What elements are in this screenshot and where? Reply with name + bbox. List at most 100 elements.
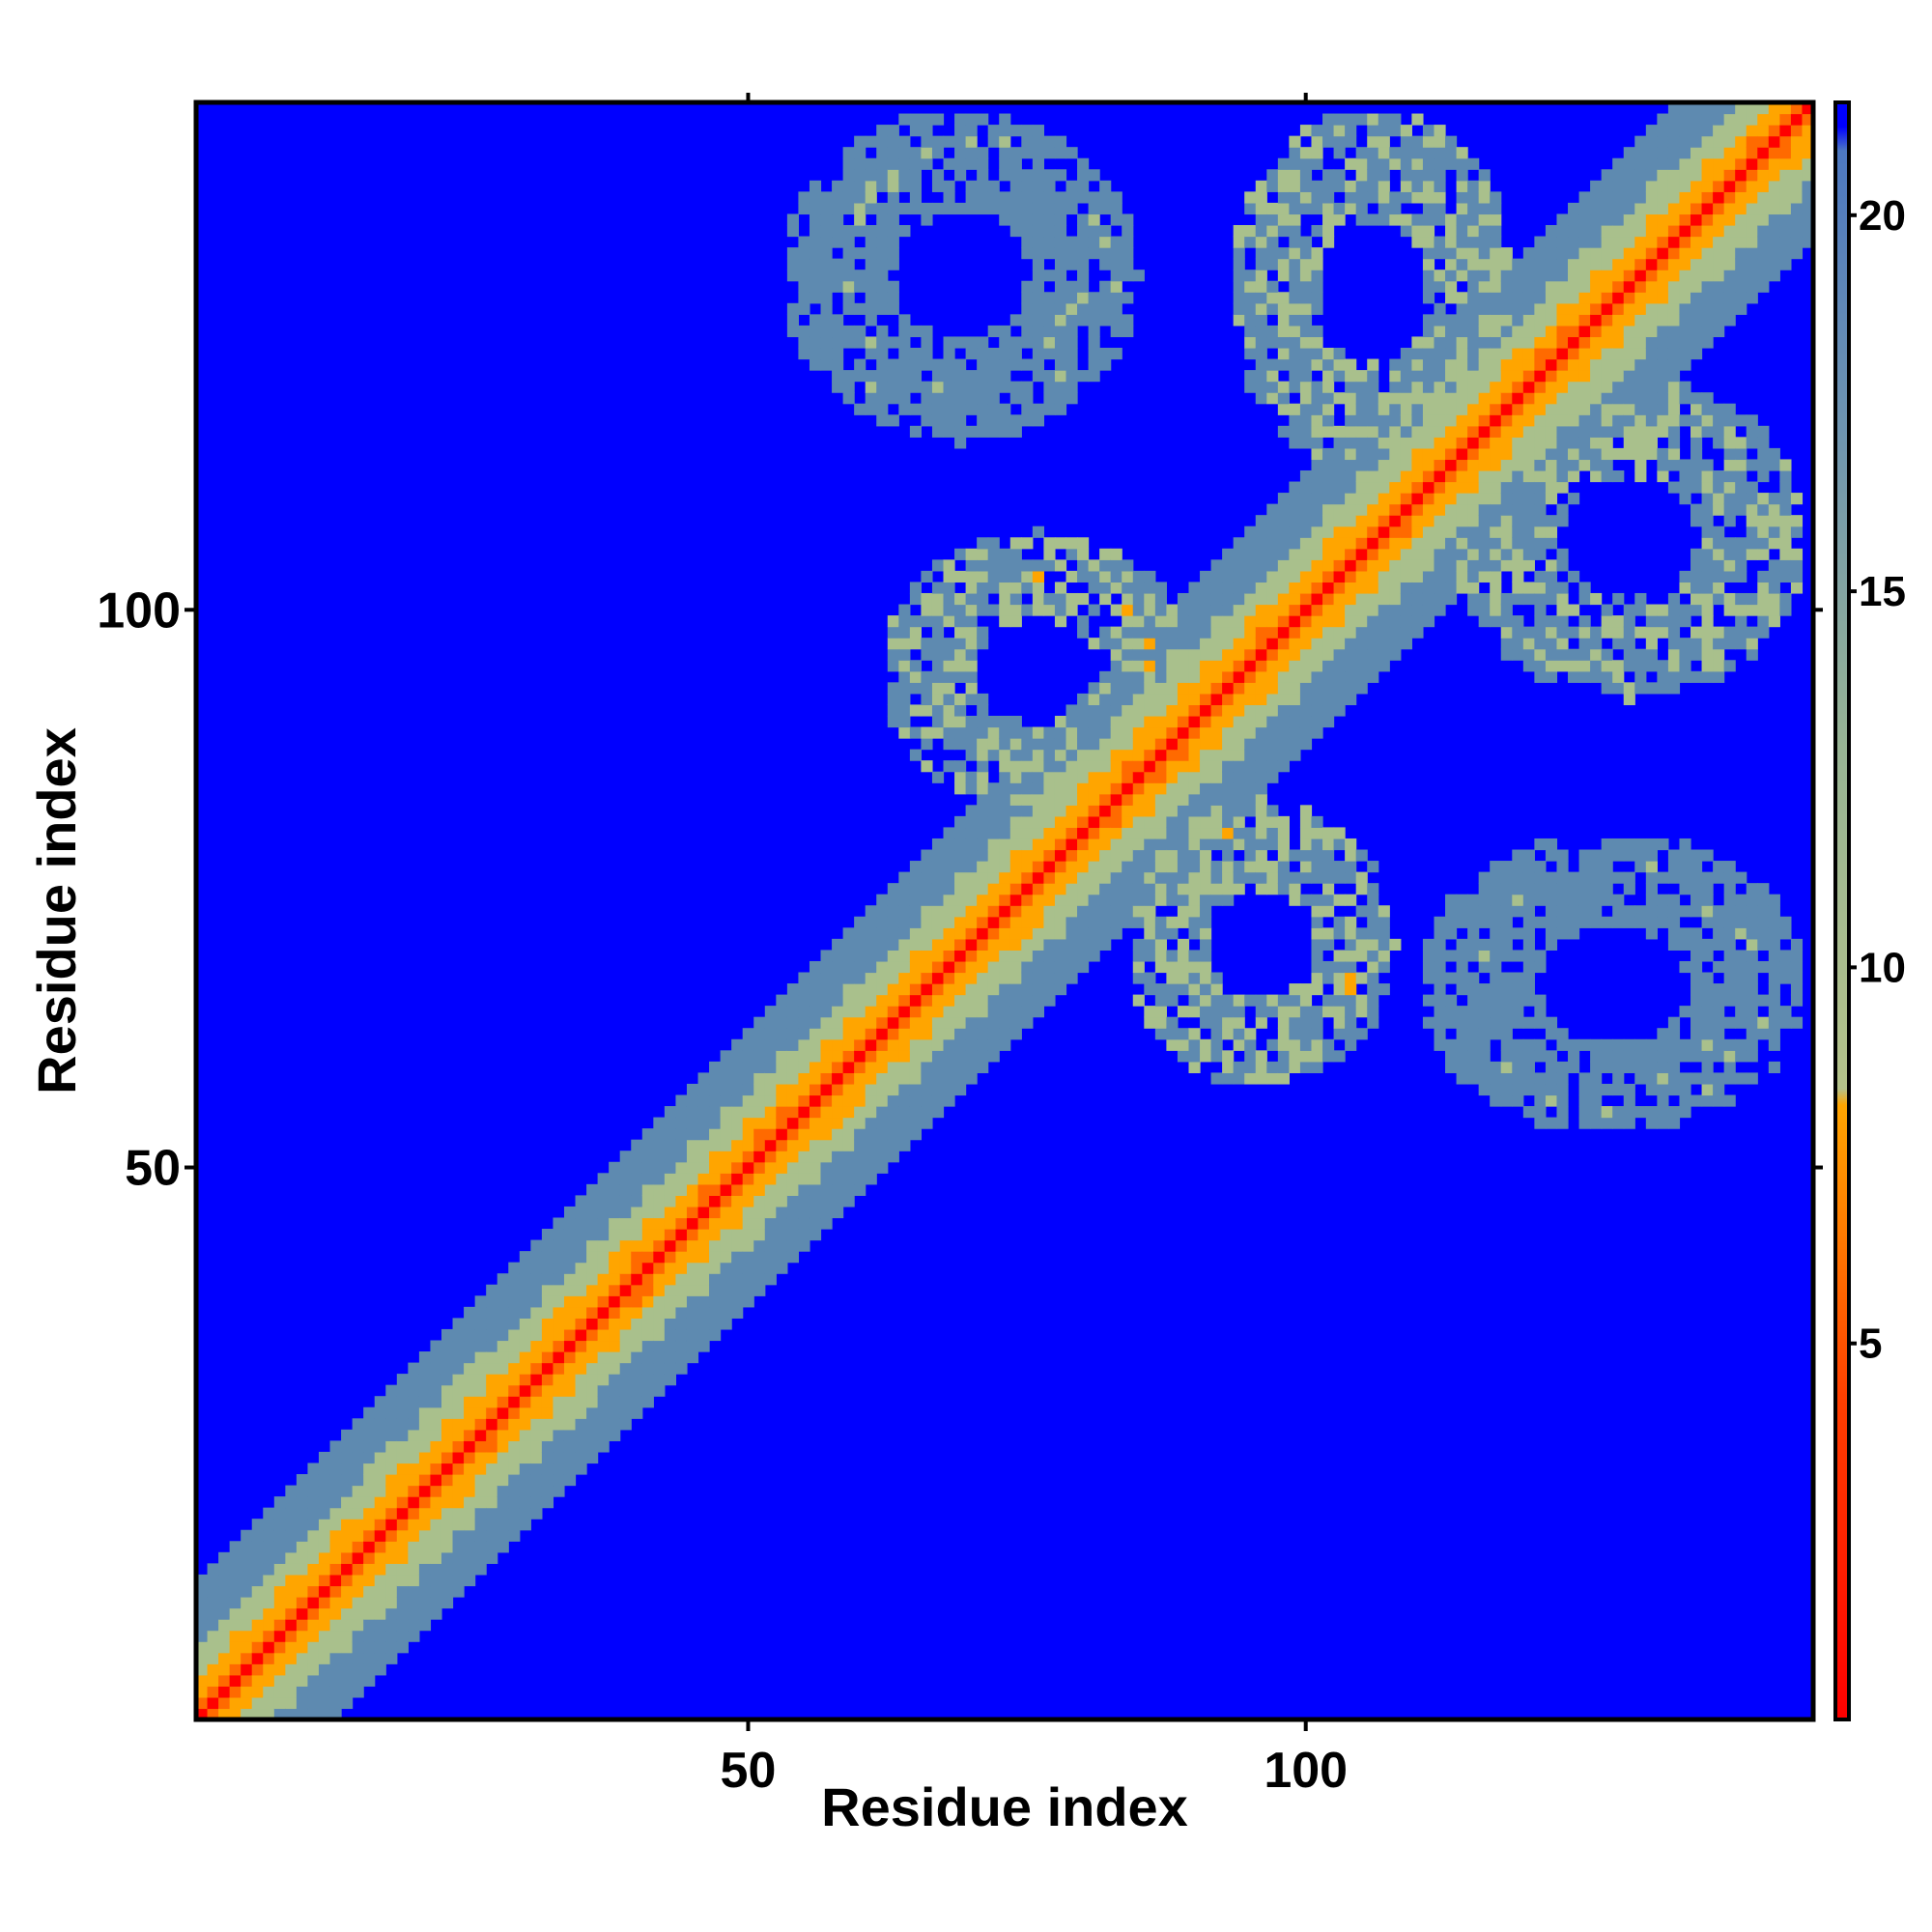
heatmap-cell — [1355, 515, 1368, 527]
heatmap-cell — [999, 950, 1011, 962]
heatmap-cell — [842, 1038, 855, 1051]
heatmap-cell — [1367, 548, 1379, 560]
heatmap-cell — [764, 1016, 777, 1029]
heatmap-cell — [1345, 938, 1357, 951]
heatmap-cell — [1188, 604, 1201, 616]
heatmap-cell — [1400, 459, 1412, 471]
heatmap-cell — [1311, 302, 1323, 315]
heatmap-cell — [954, 548, 967, 560]
heatmap-cell — [474, 1328, 487, 1342]
heatmap-cell — [1122, 704, 1134, 717]
heatmap-cell — [575, 1251, 587, 1264]
heatmap-cell — [1422, 358, 1435, 371]
heatmap-cell — [1277, 749, 1290, 761]
heatmap-cell — [1266, 392, 1279, 405]
heatmap-cell — [285, 1485, 298, 1497]
heatmap-cell — [530, 1239, 543, 1252]
heatmap-cell — [887, 247, 899, 260]
heatmap-cell — [1512, 871, 1524, 884]
heatmap-cell — [1244, 292, 1257, 304]
heatmap-cell — [1568, 370, 1580, 383]
heatmap-cell — [1389, 459, 1402, 471]
heatmap-cell — [285, 1619, 298, 1632]
heatmap-cell — [1400, 381, 1412, 393]
heatmap-cell — [1467, 1028, 1480, 1040]
heatmap-cell — [1244, 270, 1257, 282]
heatmap-cell — [965, 638, 978, 650]
heatmap-cell — [374, 1474, 386, 1487]
heatmap-cell — [1188, 972, 1201, 984]
heatmap-cell — [1500, 503, 1513, 516]
heatmap-cell — [1355, 670, 1368, 683]
heatmap-cell — [541, 1396, 554, 1408]
heatmap-cell — [1077, 191, 1090, 204]
heatmap-cell — [987, 726, 1000, 739]
heatmap-cell — [1110, 738, 1122, 751]
heatmap-cell — [664, 1251, 677, 1264]
heatmap-cell — [1378, 113, 1390, 126]
heatmap-cell — [1043, 760, 1056, 773]
heatmap-cell — [1110, 916, 1122, 928]
heatmap-cell — [251, 1541, 264, 1553]
heatmap-cell — [408, 1507, 420, 1520]
heatmap-cell — [887, 715, 899, 728]
heatmap-cell — [329, 1463, 342, 1475]
heatmap-cell — [396, 1585, 409, 1598]
heatmap-cell — [1534, 960, 1547, 974]
heatmap-cell — [1065, 927, 1078, 940]
heatmap-cell — [1289, 592, 1301, 606]
heatmap-cell — [218, 1607, 231, 1620]
heatmap-cell — [1233, 1038, 1245, 1051]
heatmap-cell — [1322, 638, 1335, 650]
heatmap-cell — [832, 1006, 844, 1018]
heatmap-cell — [1021, 827, 1034, 839]
heatmap-cell — [1299, 493, 1313, 505]
heatmap-cell — [363, 1463, 376, 1475]
heatmap-cell — [1568, 469, 1580, 483]
heatmap-cell — [508, 1463, 521, 1475]
heatmap-cell — [977, 403, 989, 415]
heatmap-cell — [1043, 270, 1056, 282]
heatmap-cell — [329, 1585, 342, 1598]
heatmap-cell — [1088, 224, 1100, 238]
heatmap-cell — [1467, 347, 1480, 360]
heatmap-cell — [1210, 749, 1223, 761]
heatmap-cell — [1400, 559, 1412, 572]
heatmap-cell — [452, 1507, 465, 1520]
heatmap-cell — [1445, 381, 1458, 393]
heatmap-cell — [1500, 1050, 1513, 1063]
heatmap-cell — [1612, 1106, 1625, 1119]
heatmap-cell — [1400, 392, 1412, 405]
heatmap-cell — [1612, 336, 1625, 349]
heatmap-cell — [1445, 493, 1458, 505]
heatmap-cell — [1244, 570, 1257, 583]
heatmap-cell — [1032, 738, 1044, 751]
heatmap-cell — [1110, 749, 1122, 761]
heatmap-cell — [876, 236, 889, 248]
heatmap-cell — [1032, 314, 1044, 327]
heatmap-cell — [1623, 615, 1635, 628]
heatmap-cell — [1411, 370, 1424, 383]
heatmap-cell — [1522, 1106, 1535, 1119]
heatmap-cell — [1367, 670, 1379, 683]
heatmap-cell — [1445, 592, 1458, 606]
heatmap-cell — [1545, 314, 1558, 327]
heatmap-cell — [440, 1574, 454, 1587]
heatmap-cell — [241, 1663, 253, 1676]
heatmap-cell — [1322, 169, 1335, 182]
heatmap-cell — [999, 370, 1011, 383]
heatmap-cell — [1255, 314, 1267, 327]
heatmap-cell — [1210, 592, 1223, 606]
heatmap-cell — [898, 370, 911, 383]
heatmap-cell — [720, 1161, 732, 1174]
heatmap-cell — [1367, 425, 1379, 438]
heatmap-cell — [943, 994, 955, 1007]
heatmap-cell — [1043, 392, 1056, 405]
heatmap-cell — [1389, 526, 1402, 538]
heatmap-cell — [697, 1217, 710, 1230]
heatmap-cell — [1289, 883, 1301, 895]
heatmap-cell — [1490, 280, 1502, 293]
heatmap-cell — [508, 1273, 521, 1286]
heatmap-cell — [1500, 648, 1513, 661]
heatmap-cell — [1612, 894, 1625, 906]
